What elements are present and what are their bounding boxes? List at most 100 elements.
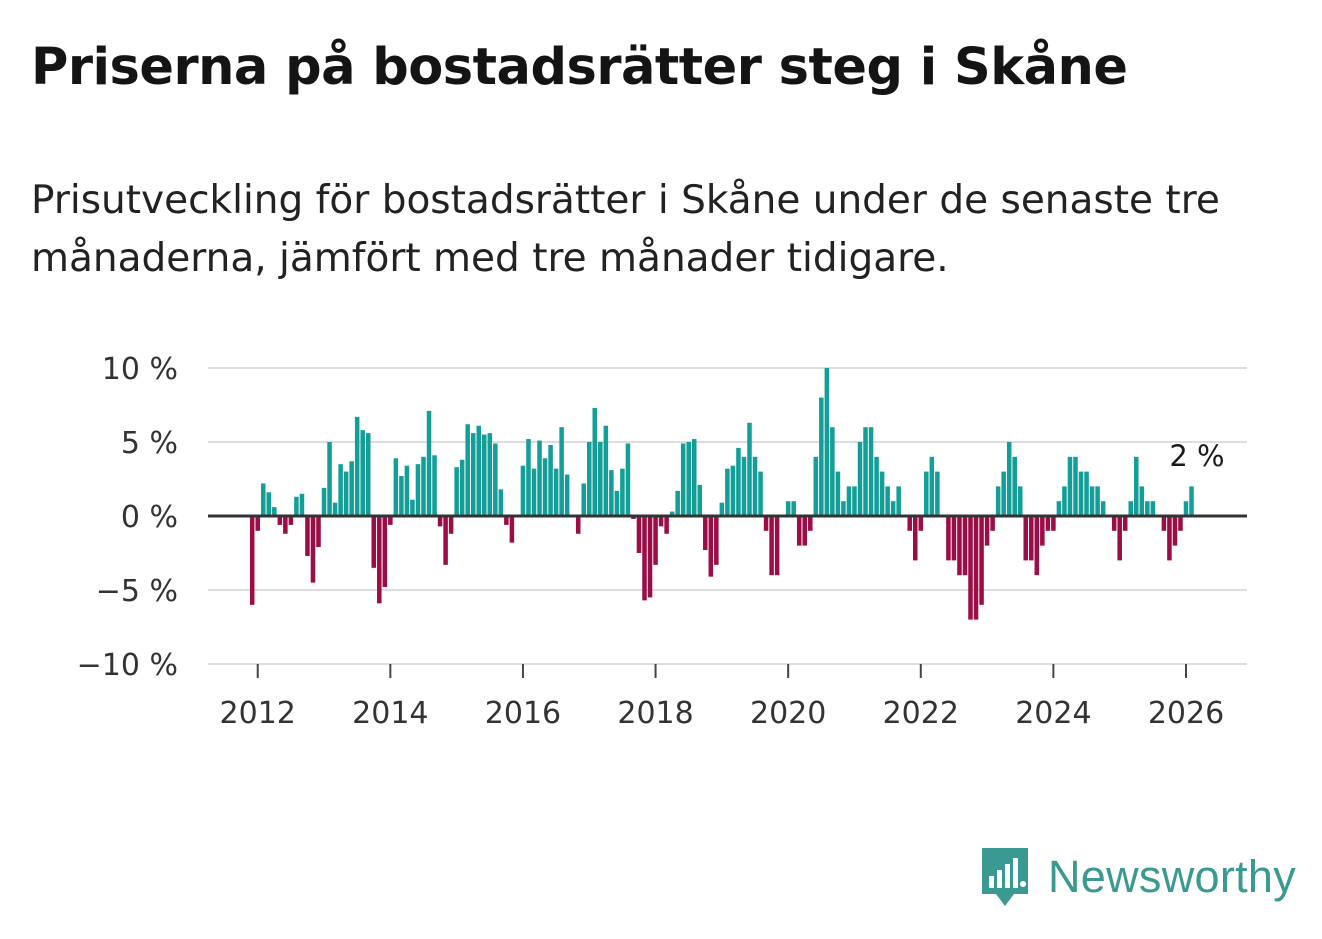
bar [310, 516, 316, 583]
brand-name: Newsworthy [1048, 851, 1297, 902]
y-tick-label: −10 % [77, 648, 178, 683]
bar [614, 490, 620, 516]
bar [785, 501, 791, 516]
bar [1029, 516, 1034, 561]
bar [830, 427, 835, 516]
bar [1040, 516, 1045, 546]
bar [995, 486, 1001, 516]
bar [598, 442, 603, 516]
bar [703, 516, 708, 551]
bar [316, 516, 321, 548]
bar [509, 516, 515, 543]
bar [957, 516, 962, 576]
bar [625, 443, 631, 516]
bar [747, 422, 752, 516]
bar [399, 476, 404, 516]
bar [1139, 486, 1145, 516]
bar [979, 516, 984, 605]
bar [846, 486, 852, 516]
bar [1073, 456, 1078, 516]
bar [1150, 501, 1156, 516]
bar [454, 467, 459, 516]
bar [470, 433, 476, 516]
bar [1006, 442, 1012, 516]
bar [824, 368, 830, 516]
bar [553, 468, 559, 516]
bar [487, 433, 493, 516]
y-tick-label: 0 % [121, 500, 178, 535]
bar [410, 499, 415, 516]
bar [730, 465, 736, 516]
bar [272, 507, 277, 516]
bar [332, 502, 338, 516]
bar [1001, 471, 1006, 516]
newsworthy-logo-icon [982, 848, 1028, 906]
bar [277, 516, 283, 525]
bar [603, 425, 609, 516]
bar [874, 456, 879, 516]
bar [592, 407, 598, 516]
bar [808, 516, 813, 531]
bar [1172, 516, 1178, 546]
bar [691, 439, 697, 516]
bar [1117, 516, 1122, 561]
bar [924, 471, 929, 516]
bar [725, 468, 730, 516]
bar [890, 501, 896, 516]
x-tick-label: 2024 [1015, 696, 1091, 731]
bar [907, 516, 912, 531]
bar [642, 516, 647, 601]
bar [758, 471, 763, 516]
bar [1056, 501, 1062, 516]
bar [990, 516, 995, 531]
bar [1084, 471, 1089, 516]
bar [1023, 516, 1029, 561]
bar [415, 464, 421, 516]
bar [973, 516, 979, 620]
bar [498, 489, 504, 516]
x-axis-ticks: 2012 2014 2016 2018 2020 2022 2024 2026 [220, 664, 1224, 731]
bar [620, 468, 625, 516]
bar [1111, 516, 1117, 531]
last-value-annotation: 2 % [1169, 439, 1224, 473]
bar [769, 516, 774, 576]
bar [586, 442, 592, 516]
bar [365, 433, 371, 516]
bar [736, 447, 741, 516]
bar [1078, 471, 1084, 516]
bar [476, 425, 482, 516]
bar [697, 484, 703, 516]
bar [752, 456, 758, 516]
bar [791, 501, 796, 516]
bar [542, 458, 548, 516]
bar [984, 516, 990, 546]
bar [482, 434, 487, 516]
bar [559, 427, 564, 516]
bar [609, 470, 614, 516]
bar [675, 490, 680, 516]
bar [719, 502, 725, 516]
bar [338, 464, 343, 516]
bar [857, 442, 863, 516]
bar [852, 486, 857, 516]
bar [526, 439, 531, 516]
bar [835, 471, 841, 516]
bar [708, 516, 714, 577]
bar [1145, 501, 1150, 516]
bar [283, 516, 288, 534]
bar [912, 516, 918, 561]
bar [443, 516, 448, 565]
bar [1051, 516, 1056, 531]
bar [548, 444, 553, 516]
bar [531, 468, 537, 516]
bar-chart: 10 % 5 % 0 % −5 % −10 % 2012 2014 2016 2018 2020… [77, 352, 1247, 731]
y-tick-label: 5 % [121, 426, 178, 461]
bar [935, 471, 940, 516]
bar [968, 516, 973, 620]
x-tick-label: 2014 [352, 696, 428, 731]
bar [1134, 456, 1139, 516]
bar [1161, 516, 1167, 531]
bar [448, 516, 454, 534]
bar [305, 516, 310, 556]
bar [929, 456, 935, 516]
